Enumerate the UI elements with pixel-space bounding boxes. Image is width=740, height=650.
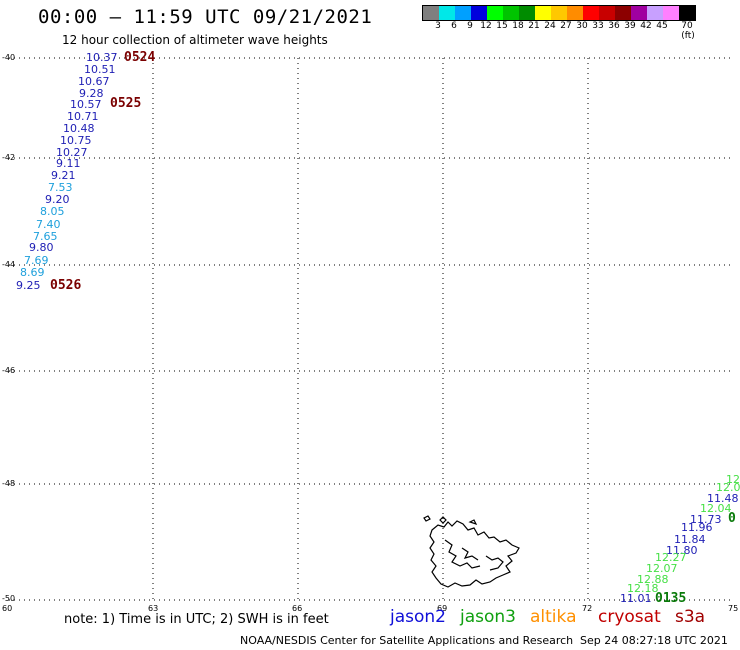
wave-height-value: 12.07 — [646, 562, 678, 575]
legend-label: 45 — [656, 21, 668, 31]
wave-height-value: 10.67 — [78, 75, 110, 88]
legend-swatch — [583, 6, 599, 20]
wave-height-value: 10.51 — [84, 63, 116, 76]
legend-label: 33 — [592, 21, 604, 31]
lat-label: -48 — [2, 479, 16, 488]
pass-time-label: 0525 — [110, 96, 142, 111]
footer-timestamp: Sep 24 08:27:18 UTC 2021 — [580, 634, 728, 647]
legend-label: 15 — [496, 21, 508, 31]
pass-time-label: 0135 — [655, 591, 687, 606]
note-text: note: 1) Time is in UTC; 2) SWH is in fe… — [64, 612, 329, 627]
legend-swatch — [439, 6, 455, 20]
wave-height-value: 10.48 — [63, 122, 95, 135]
legend-label: 18 — [512, 21, 524, 31]
lon-label: 72 — [582, 604, 593, 613]
legend-label: 21 — [528, 21, 540, 31]
legend-swatch — [615, 6, 631, 20]
legend-swatch — [631, 6, 647, 20]
wave-height-value: 7.53 — [48, 181, 73, 194]
lon-label: 69 — [437, 604, 448, 613]
wave-height-value: 10.57 — [70, 98, 102, 111]
wave-height-value: 9.80 — [29, 241, 54, 254]
legend-label: 70 (ft) — [681, 21, 695, 41]
lat-label: -44 — [2, 260, 16, 269]
map-subtitle: 12 hour collection of altimeter wave hei… — [62, 33, 328, 47]
wave-height-value: 10.71 — [67, 110, 99, 123]
legend-swatch — [519, 6, 535, 20]
legend-swatch — [551, 6, 567, 20]
lat-gridlines — [9, 57, 733, 485]
legend-swatch — [503, 6, 519, 20]
legend-label: 30 — [576, 21, 588, 31]
wave-height-value: 11.73 — [690, 513, 722, 526]
wave-height-value: 11.01 — [620, 592, 652, 605]
legend-label: 27 — [560, 21, 572, 31]
satellite-label-altika: altika — [530, 607, 577, 627]
wave-height-value: 9.28 — [79, 87, 104, 100]
lon-label: 75 — [728, 604, 739, 613]
wave-height-value: 9.25 — [16, 279, 41, 292]
wave-height-value: 11.48 — [707, 492, 739, 505]
legend-swatch — [455, 6, 471, 20]
wave-height-value: 11.80 — [666, 544, 698, 557]
wave-height-value: 7.65 — [33, 230, 58, 243]
lon-label: 60 — [2, 604, 13, 613]
satellite-label-jason2: jason2 — [390, 607, 446, 627]
wave-height-value: 12. — [726, 473, 740, 486]
legend-label: 3 — [435, 21, 441, 31]
wave-height-value: 10.37 — [86, 51, 118, 64]
wave-height-value: 12.18 — [627, 582, 659, 595]
lat-label: -46 — [2, 366, 16, 375]
wave-height-value: 7.40 — [36, 218, 61, 231]
map-title: 00:00 – 11:59 UTC 09/21/2021 — [38, 6, 373, 28]
kerguelen-islands-outline — [423, 515, 520, 588]
legend-swatch — [423, 6, 439, 20]
satellite-label-cryosat: cryosat — [598, 607, 661, 627]
wave-height-value: 8.05 — [40, 205, 65, 218]
lon-label: 66 — [292, 604, 303, 613]
wave-height-value: 12.0 — [716, 481, 740, 494]
wave-height-value: 11.84 — [674, 533, 706, 546]
satellite-label-s3a: s3a — [675, 607, 706, 627]
legend-swatch — [535, 6, 551, 20]
legend-swatch — [487, 6, 503, 20]
lat-label: -42 — [2, 153, 16, 162]
pass-time-label: 0524 — [124, 50, 156, 65]
legend-label: 36 — [608, 21, 620, 31]
legend-label: 9 — [467, 21, 473, 31]
legend-label: 12 — [480, 21, 492, 31]
wave-height-value: 12.04 — [700, 502, 732, 515]
lat-label: -40 — [2, 53, 16, 62]
wave-height-value: 12.88 — [637, 573, 669, 586]
legend-label: 6 — [451, 21, 457, 31]
wave-height-value: 11.96 — [681, 521, 713, 534]
wave-height-value: 10.27 — [56, 146, 88, 159]
satellite-label-jason3: jason3 — [460, 607, 516, 627]
lon-gridlines — [152, 58, 589, 600]
legend-swatch — [679, 6, 695, 20]
legend-label: 42 — [640, 21, 652, 31]
legend-swatch — [567, 6, 583, 20]
legend-swatch — [471, 6, 487, 20]
wave-height-value: 8.69 — [20, 266, 45, 279]
legend-label: 24 — [544, 21, 556, 31]
legend-swatch — [647, 6, 663, 20]
legend-swatch — [663, 6, 679, 20]
wave-height-value: 12.27 — [655, 551, 687, 564]
lat-label: -50 — [2, 594, 16, 603]
wave-height-value: 9.20 — [45, 193, 70, 206]
wave-height-value: 9.21 — [51, 169, 76, 182]
color-scale-legend — [422, 5, 696, 21]
pass-time-label: 0 — [728, 511, 736, 526]
lon-label: 63 — [148, 604, 159, 613]
wave-height-value: 10.75 — [60, 134, 92, 147]
legend-swatch — [599, 6, 615, 20]
wave-height-value: 9.11 — [56, 157, 81, 170]
pass-time-label: 0526 — [50, 278, 82, 293]
wave-height-value: 7.69 — [24, 254, 49, 267]
legend-label: 39 — [624, 21, 636, 31]
footer-credit: NOAA/NESDIS Center for Satellite Applica… — [240, 634, 574, 647]
